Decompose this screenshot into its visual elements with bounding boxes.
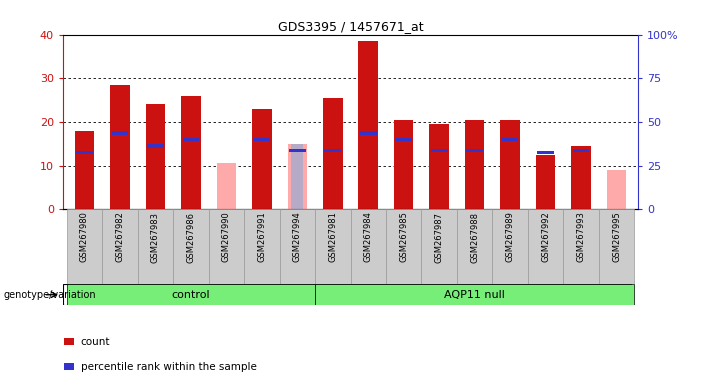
Bar [147, 144, 163, 148]
Bar [394, 120, 414, 209]
Bar [287, 144, 307, 209]
Text: percentile rank within the sample: percentile rank within the sample [81, 362, 257, 372]
Bar [182, 137, 199, 141]
Bar [573, 149, 590, 152]
Bar [111, 131, 128, 134]
Bar [102, 209, 137, 284]
Text: GSM267988: GSM267988 [470, 212, 479, 263]
Bar [430, 124, 449, 209]
Bar [528, 209, 564, 284]
Bar [292, 144, 303, 209]
Text: GSM267980: GSM267980 [80, 212, 89, 262]
Text: control: control [172, 290, 210, 300]
Bar [315, 284, 634, 305]
Text: GSM267993: GSM267993 [577, 212, 585, 262]
Bar [358, 41, 378, 209]
Bar [466, 149, 483, 152]
Bar [325, 149, 341, 152]
Text: GSM267983: GSM267983 [151, 212, 160, 263]
Bar [599, 209, 634, 284]
Bar [209, 209, 244, 284]
Bar [492, 209, 528, 284]
Bar [64, 362, 74, 370]
Text: AQP11 null: AQP11 null [444, 290, 505, 300]
Bar [280, 209, 315, 284]
Bar [76, 151, 93, 154]
Bar [289, 149, 306, 152]
Bar [137, 209, 173, 284]
Text: GSM267986: GSM267986 [186, 212, 196, 263]
Bar [67, 209, 102, 284]
Bar [67, 284, 315, 305]
Bar [173, 209, 209, 284]
Text: GSM267990: GSM267990 [222, 212, 231, 262]
Bar [571, 146, 591, 209]
Bar [64, 338, 74, 346]
Bar [146, 104, 165, 209]
Bar [431, 149, 447, 152]
Bar [538, 151, 554, 154]
Text: count: count [81, 337, 110, 347]
Bar [536, 155, 555, 209]
Bar [181, 96, 200, 209]
Bar [395, 137, 412, 141]
Text: GSM267991: GSM267991 [257, 212, 266, 262]
Text: GSM267992: GSM267992 [541, 212, 550, 262]
Bar [465, 120, 484, 209]
Bar [350, 209, 386, 284]
Title: GDS3395 / 1457671_at: GDS3395 / 1457671_at [278, 20, 423, 33]
Bar [254, 137, 270, 141]
Bar [323, 98, 343, 209]
Bar [360, 131, 376, 134]
Bar [110, 85, 130, 209]
Bar [501, 120, 520, 209]
Text: GSM267995: GSM267995 [612, 212, 621, 262]
Bar [607, 170, 627, 209]
Text: GSM267989: GSM267989 [505, 212, 515, 262]
Bar [315, 209, 350, 284]
Text: genotype/variation: genotype/variation [4, 290, 96, 300]
Bar [502, 137, 519, 141]
Bar [217, 164, 236, 209]
Bar [74, 131, 94, 209]
Text: GSM267984: GSM267984 [364, 212, 373, 262]
Bar [252, 109, 271, 209]
Bar [457, 209, 492, 284]
Text: GSM267981: GSM267981 [328, 212, 337, 262]
Bar [564, 209, 599, 284]
Bar [386, 209, 421, 284]
Text: GSM267985: GSM267985 [400, 212, 408, 262]
Text: GSM267982: GSM267982 [116, 212, 124, 262]
Bar [244, 209, 280, 284]
Text: GSM267994: GSM267994 [293, 212, 301, 262]
Bar [421, 209, 457, 284]
Text: GSM267987: GSM267987 [435, 212, 444, 263]
